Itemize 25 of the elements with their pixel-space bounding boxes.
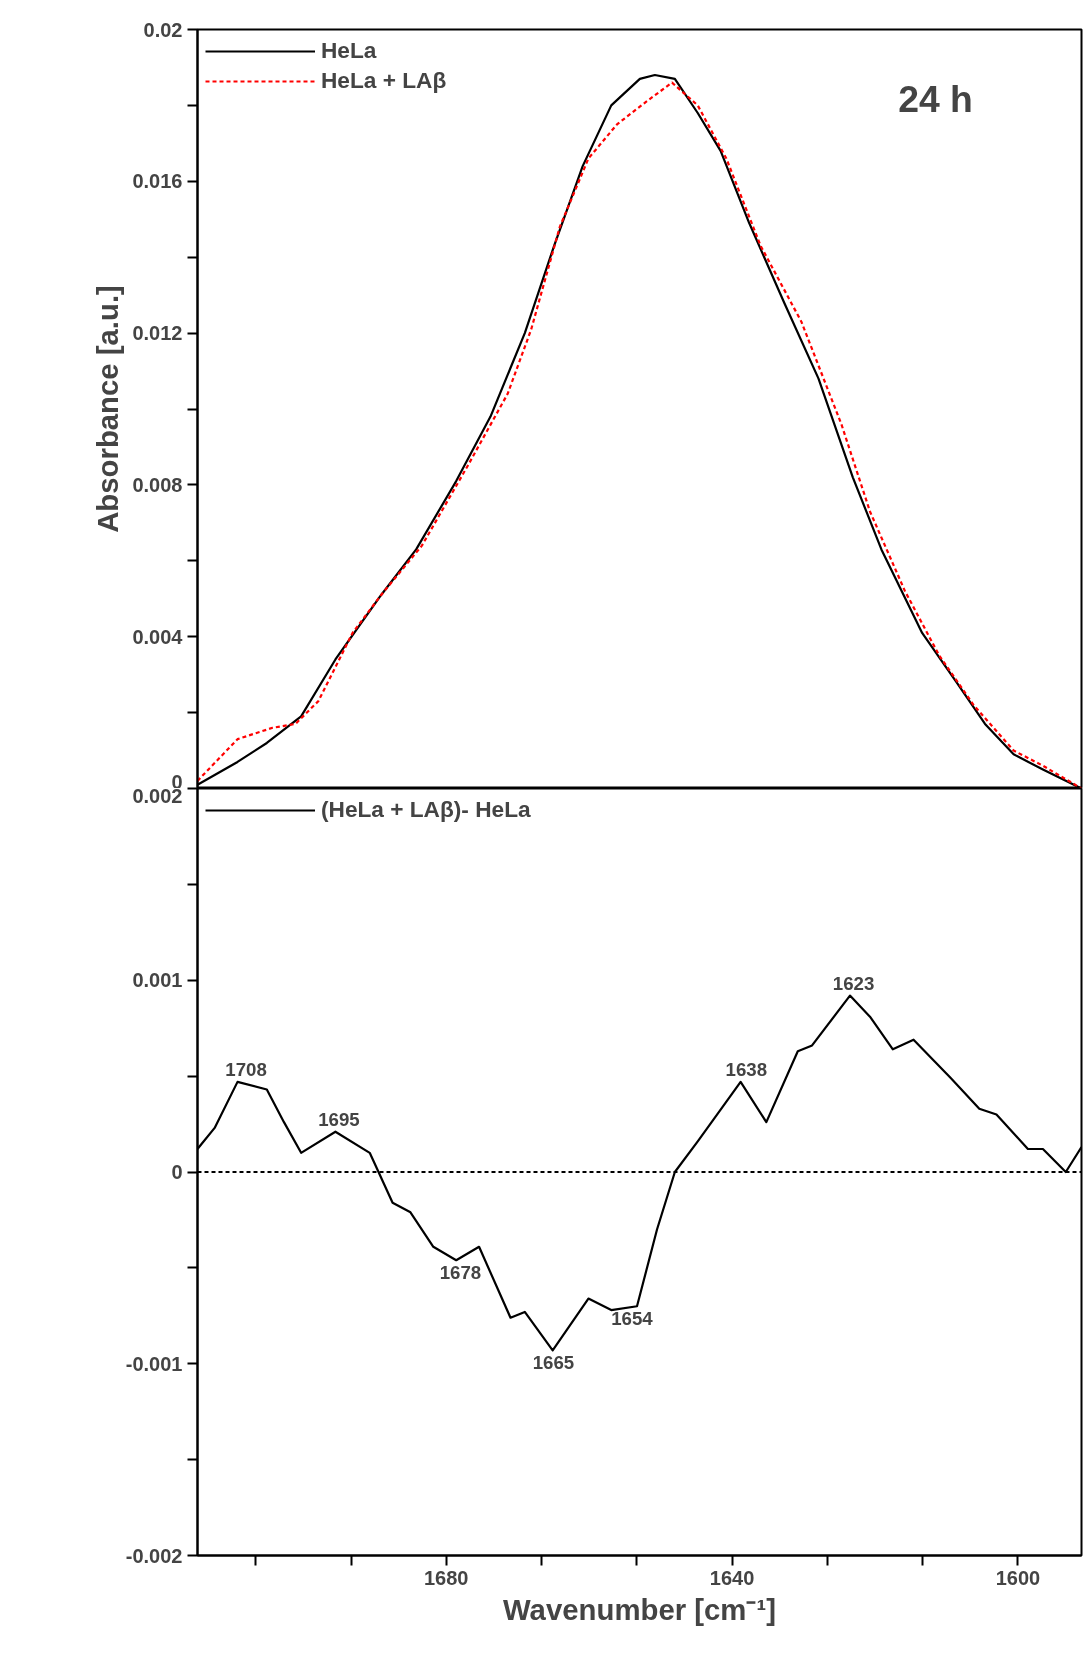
y-tick-label: 0.012: [132, 322, 183, 345]
y-tick-label: 0.02: [143, 18, 183, 41]
y-tick-label: 0: [171, 1161, 183, 1183]
annotation: 1623: [832, 972, 875, 994]
annotation: 1678: [439, 1262, 482, 1284]
x-tick-label: 1600: [995, 1566, 1041, 1589]
y-axis-title: Absorbance [a.u.]: [91, 285, 125, 533]
y-tick-label: 0.001: [132, 969, 183, 992]
x-tick-label: 1640: [709, 1566, 755, 1589]
y-tick-label: -0.001: [125, 1352, 183, 1375]
legend-label: HeLa + LAβ: [321, 67, 447, 94]
annotation: 1638: [725, 1058, 768, 1080]
annotation: 1708: [225, 1058, 267, 1080]
legend-label: (HeLa + LAβ)- HeLa: [321, 796, 531, 823]
annotation: 1695: [318, 1108, 360, 1130]
x-axis-title: Wavenumber [cm⁻¹]: [503, 1592, 776, 1626]
annotation: 1665: [532, 1352, 575, 1374]
y-tick-label: 0.016: [132, 170, 183, 193]
annotation: 1654: [611, 1308, 654, 1330]
annotation: 24 h: [898, 77, 973, 120]
y-tick-label: 0.004: [132, 625, 184, 648]
y-tick-label: 0.008: [132, 473, 183, 496]
y-tick-label: -0.002: [125, 1544, 183, 1567]
legend-label: HeLa: [321, 37, 377, 64]
x-tick-label: 1680: [423, 1566, 469, 1589]
